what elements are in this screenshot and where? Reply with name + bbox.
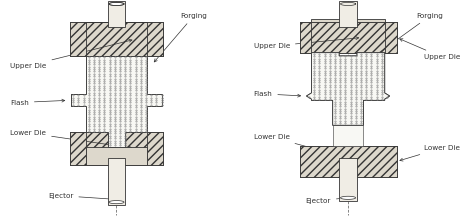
Bar <box>71 22 86 56</box>
Text: Lower Die: Lower Die <box>254 134 359 161</box>
Polygon shape <box>307 53 390 125</box>
Text: Upper Die: Upper Die <box>254 37 359 49</box>
Bar <box>86 147 147 165</box>
Bar <box>71 22 163 56</box>
Text: Upper Die: Upper Die <box>10 39 132 69</box>
Polygon shape <box>340 2 356 5</box>
Bar <box>300 146 397 177</box>
Bar <box>333 125 364 146</box>
Text: Forging: Forging <box>154 13 207 62</box>
Bar <box>108 1 126 27</box>
Bar <box>300 146 397 177</box>
Text: Ejector: Ejector <box>48 193 121 201</box>
Text: Flash: Flash <box>254 91 301 97</box>
Bar <box>108 158 126 205</box>
Bar <box>311 19 385 22</box>
Text: Upper Die: Upper Die <box>400 39 460 60</box>
Bar <box>71 22 163 56</box>
Polygon shape <box>307 53 390 125</box>
Bar <box>385 22 397 53</box>
Bar <box>71 132 163 165</box>
Bar <box>300 146 397 177</box>
Polygon shape <box>340 196 356 199</box>
Text: Lower Die: Lower Die <box>400 145 460 161</box>
Text: Flash: Flash <box>10 99 65 106</box>
Polygon shape <box>71 56 162 147</box>
Polygon shape <box>109 2 124 5</box>
Bar <box>339 1 357 27</box>
Polygon shape <box>109 201 124 204</box>
Bar <box>300 22 397 53</box>
Text: Forging: Forging <box>373 13 444 57</box>
Bar <box>71 132 86 165</box>
Bar <box>71 132 163 165</box>
Bar <box>339 158 357 201</box>
Text: Lower Die: Lower Die <box>10 130 132 149</box>
Bar <box>300 22 311 53</box>
Polygon shape <box>71 56 162 147</box>
Text: Ejector: Ejector <box>306 196 352 204</box>
Bar <box>300 22 397 53</box>
Bar <box>147 132 163 165</box>
Bar <box>147 22 163 56</box>
